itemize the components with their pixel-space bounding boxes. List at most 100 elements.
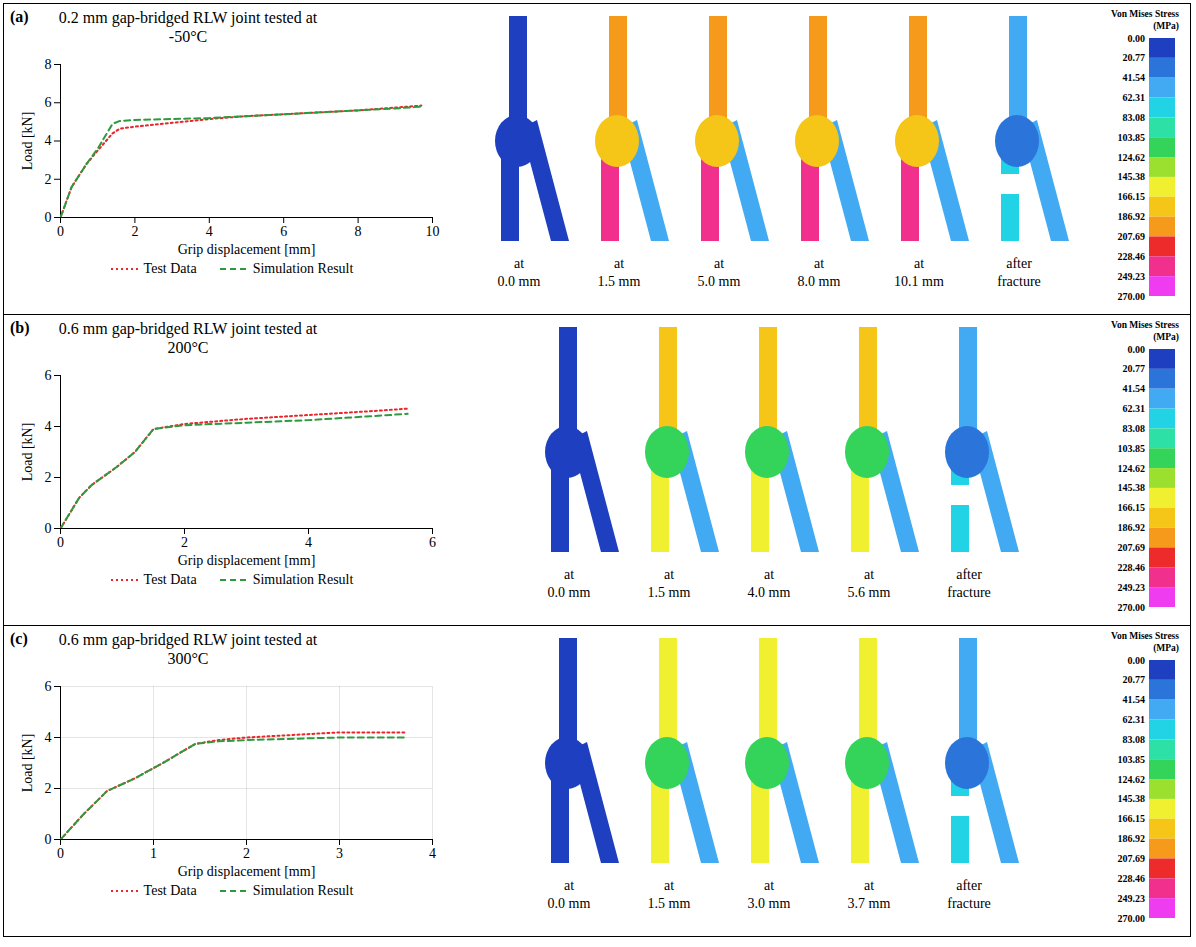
svg-text:at: at [864, 567, 874, 582]
svg-text:41.54: 41.54 [1123, 694, 1146, 705]
svg-text:3: 3 [336, 846, 343, 861]
svg-text:0: 0 [45, 832, 52, 847]
svg-text:at: at [814, 256, 824, 271]
svg-text:8.0 mm: 8.0 mm [798, 274, 841, 289]
svg-text:at: at [564, 878, 574, 893]
svg-text:at: at [764, 567, 774, 582]
svg-text:0: 0 [57, 224, 64, 239]
svg-text:145.38: 145.38 [1118, 171, 1146, 182]
svg-text:at: at [914, 256, 924, 271]
svg-text:(MPa): (MPa) [1153, 332, 1179, 343]
svg-text:1.5 mm: 1.5 mm [648, 896, 691, 911]
svg-text:186.92: 186.92 [1118, 522, 1146, 533]
svg-text:8: 8 [45, 57, 52, 72]
svg-text:Load [kN]: Load [kN] [20, 112, 35, 171]
svg-text:5.6 mm: 5.6 mm [848, 585, 891, 600]
svg-text:186.92: 186.92 [1118, 833, 1146, 844]
svg-text:0.00: 0.00 [1128, 33, 1146, 44]
svg-text:2: 2 [45, 172, 52, 187]
svg-text:(MPa): (MPa) [1153, 643, 1179, 654]
svg-text:2: 2 [45, 781, 52, 796]
svg-text:1: 1 [150, 846, 157, 861]
svg-text:4: 4 [45, 133, 52, 148]
svg-text:6: 6 [45, 679, 52, 694]
svg-text:1.5 mm: 1.5 mm [648, 585, 691, 600]
svg-text:Load [kN]: Load [kN] [20, 423, 35, 482]
svg-text:(MPa): (MPa) [1153, 21, 1179, 32]
svg-text:at: at [764, 878, 774, 893]
svg-text:6: 6 [280, 224, 287, 239]
svg-text:0.00: 0.00 [1128, 655, 1146, 666]
svg-text:Von Mises Stress: Von Mises Stress [1111, 320, 1179, 330]
svg-text:4: 4 [45, 730, 52, 745]
svg-text:20.77: 20.77 [1123, 674, 1146, 685]
svg-text:0.00: 0.00 [1128, 344, 1146, 355]
svg-text:2: 2 [243, 846, 250, 861]
svg-text:270.00: 270.00 [1118, 913, 1146, 924]
svg-text:6: 6 [45, 95, 52, 110]
svg-text:3.0 mm: 3.0 mm [748, 896, 791, 911]
svg-text:207.69: 207.69 [1118, 542, 1146, 553]
svg-text:fracture: fracture [947, 896, 991, 911]
svg-text:10.1 mm: 10.1 mm [894, 274, 944, 289]
svg-text:at: at [664, 567, 674, 582]
svg-text:124.62: 124.62 [1118, 152, 1146, 163]
svg-text:207.69: 207.69 [1118, 231, 1146, 242]
svg-text:145.38: 145.38 [1118, 482, 1146, 493]
svg-text:10: 10 [426, 224, 440, 239]
svg-text:103.85: 103.85 [1118, 443, 1146, 454]
svg-text:0: 0 [45, 521, 52, 536]
svg-text:62.31: 62.31 [1123, 92, 1146, 103]
svg-text:62.31: 62.31 [1123, 714, 1146, 725]
svg-text:228.46: 228.46 [1118, 251, 1146, 262]
svg-text:145.38: 145.38 [1118, 793, 1146, 804]
svg-text:4: 4 [45, 419, 52, 434]
svg-text:at: at [564, 567, 574, 582]
svg-text:83.08: 83.08 [1123, 112, 1146, 123]
svg-text:at: at [614, 256, 624, 271]
svg-text:2: 2 [45, 470, 52, 485]
svg-text:228.46: 228.46 [1118, 873, 1146, 884]
svg-text:166.15: 166.15 [1118, 813, 1146, 824]
svg-text:20.77: 20.77 [1123, 363, 1146, 374]
svg-text:Grip displacement [mm]: Grip displacement [mm] [178, 553, 316, 568]
svg-text:at: at [864, 878, 874, 893]
svg-text:5.0 mm: 5.0 mm [698, 274, 741, 289]
svg-text:fracture: fracture [997, 274, 1041, 289]
svg-text:Von Mises Stress: Von Mises Stress [1111, 9, 1179, 19]
svg-text:Load [kN]: Load [kN] [20, 734, 35, 793]
svg-text:at: at [514, 256, 524, 271]
svg-text:2: 2 [131, 224, 138, 239]
svg-text:after: after [956, 567, 982, 582]
svg-text:4: 4 [429, 846, 436, 861]
svg-text:4.0 mm: 4.0 mm [748, 585, 791, 600]
svg-text:fracture: fracture [947, 585, 991, 600]
svg-text:3.7 mm: 3.7 mm [848, 896, 891, 911]
svg-text:83.08: 83.08 [1123, 423, 1146, 434]
svg-text:Grip displacement [mm]: Grip displacement [mm] [178, 864, 316, 879]
svg-text:6: 6 [429, 535, 436, 550]
svg-text:186.92: 186.92 [1118, 211, 1146, 222]
svg-text:4: 4 [305, 535, 312, 550]
svg-text:249.23: 249.23 [1118, 893, 1146, 904]
svg-text:at: at [714, 256, 724, 271]
svg-text:0.0 mm: 0.0 mm [548, 585, 591, 600]
svg-text:228.46: 228.46 [1118, 562, 1146, 573]
svg-text:0.0 mm: 0.0 mm [548, 896, 591, 911]
svg-text:Von Mises Stress: Von Mises Stress [1111, 631, 1179, 641]
svg-text:41.54: 41.54 [1123, 383, 1146, 394]
svg-text:after: after [956, 878, 982, 893]
svg-text:2: 2 [181, 535, 188, 550]
svg-text:166.15: 166.15 [1118, 191, 1146, 202]
svg-text:103.85: 103.85 [1118, 754, 1146, 765]
svg-text:Grip displacement [mm]: Grip displacement [mm] [178, 242, 316, 257]
svg-text:83.08: 83.08 [1123, 734, 1146, 745]
svg-text:124.62: 124.62 [1118, 774, 1146, 785]
svg-text:0: 0 [57, 535, 64, 550]
svg-text:after: after [1006, 256, 1032, 271]
svg-text:0.0 mm: 0.0 mm [498, 274, 541, 289]
svg-text:249.23: 249.23 [1118, 582, 1146, 593]
svg-text:0: 0 [45, 210, 52, 225]
svg-text:103.85: 103.85 [1118, 132, 1146, 143]
svg-text:at: at [664, 878, 674, 893]
